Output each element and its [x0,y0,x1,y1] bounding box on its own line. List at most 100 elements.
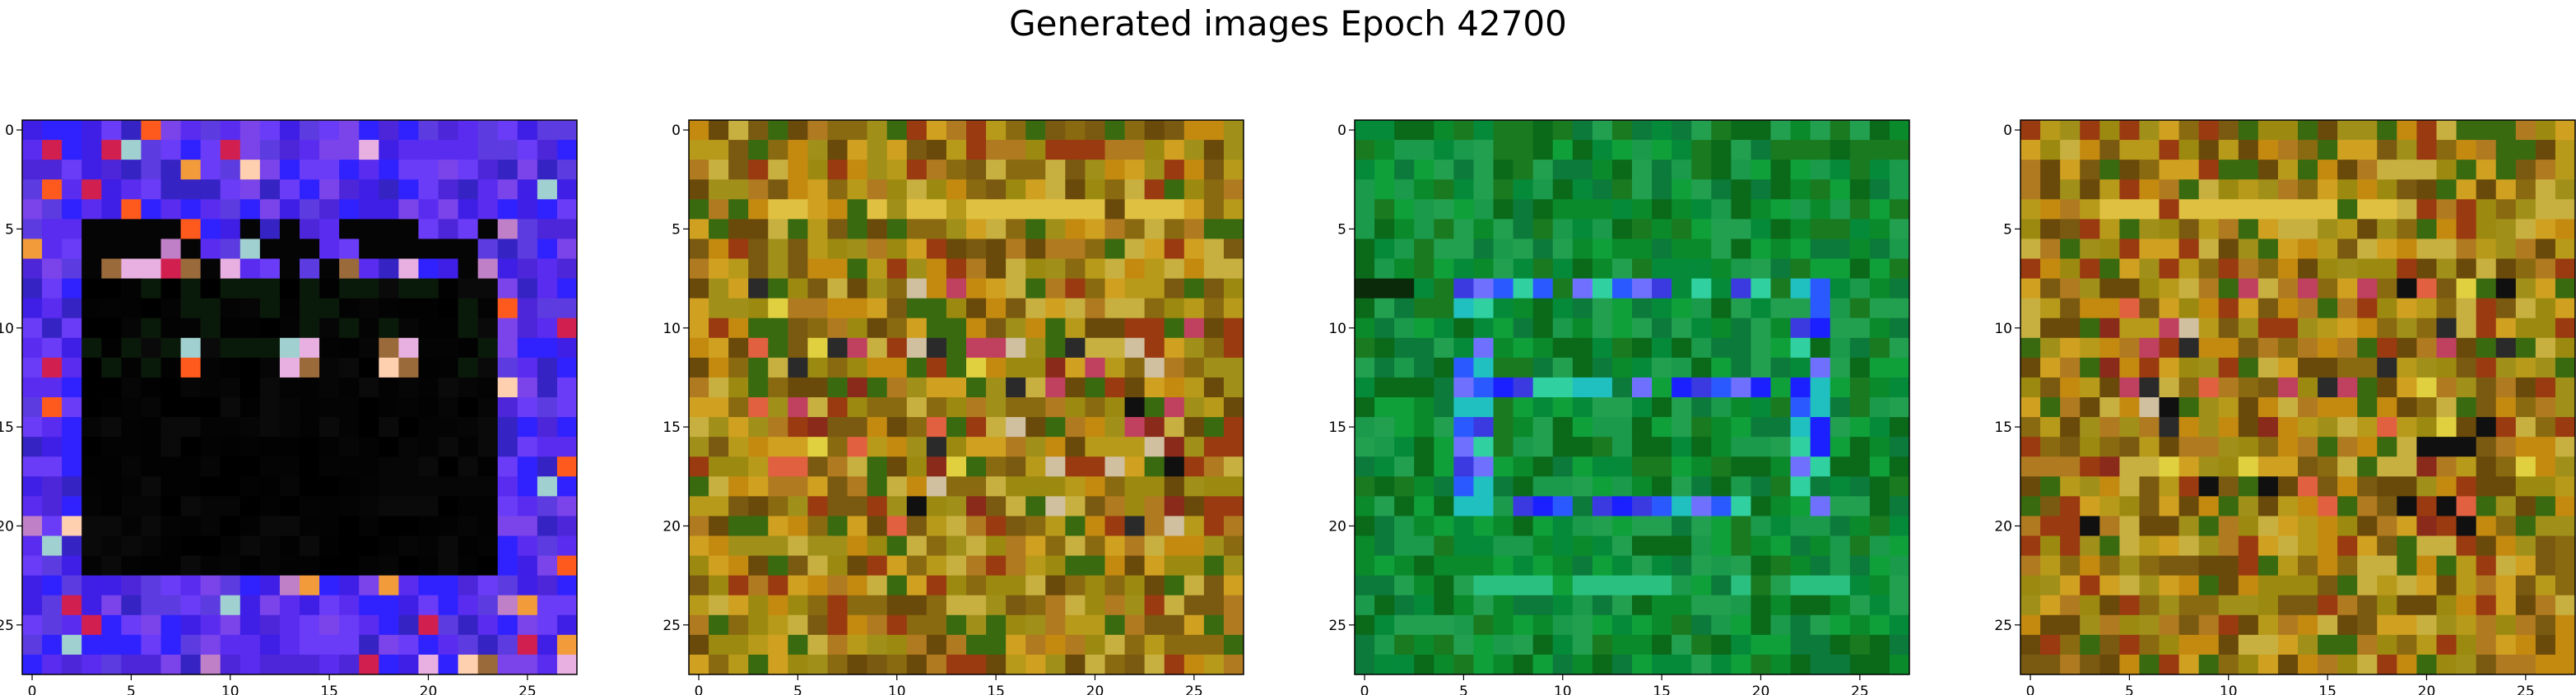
pixel-cell [1611,357,1633,378]
pixel-cell [1513,219,1534,239]
pixel-cell [2159,456,2179,477]
pixel-cell [1691,634,1712,656]
pixel-cell [2238,199,2259,220]
y-tick-label: 5 [5,221,14,238]
pixel-cell [2337,476,2358,497]
pixel-cell [259,417,281,438]
pixel-cell [42,377,63,398]
pixel-cell [946,614,967,636]
pixel-cell [689,278,709,299]
pixel-cell [2139,199,2160,220]
pixel-cell [1473,437,1494,457]
pixel-cell [1223,140,1244,160]
pixel-cell [1203,417,1225,438]
pixel-cell [2060,258,2081,279]
pixel-cell [1164,258,1185,279]
pixel-cell [1394,417,1415,438]
pixel-cell [807,437,828,457]
pixel-cell [728,140,749,160]
pixel-cell [1104,337,1125,359]
pixel-cell [379,535,399,556]
pixel-cell [1889,496,1910,517]
pixel-cell [1849,397,1871,418]
pixel-cell [1711,337,1732,359]
pixel-cell [300,595,320,616]
pixel-cell [1810,397,1831,418]
pixel-cell [1869,516,1890,536]
pixel-cell [2020,496,2041,517]
pixel-cell [2099,634,2120,656]
pixel-cell [886,555,908,577]
pixel-cell [1810,278,1831,299]
y-tick-label: 20 [1994,518,2012,535]
pixel-cell [1374,595,1395,616]
pixel-cell [886,654,908,675]
pixel-cell [1045,298,1066,319]
pixel-cell [279,120,300,141]
pixel-cell [1104,377,1125,398]
pixel-cell [2298,120,2318,141]
pixel-cell [497,239,518,259]
pixel-cell [2436,417,2457,438]
pixel-cell [1513,634,1534,656]
pixel-cell [418,278,439,299]
x-tick-label: 25 [1851,683,1869,695]
pixel-cell [2119,160,2140,180]
pixel-cell [2495,535,2517,556]
pixel-cell [22,357,43,378]
pixel-cell [1006,634,1026,656]
pixel-cell [1473,298,1494,319]
pixel-cell [728,575,749,596]
pixel-cell [200,654,221,675]
pixel-cell [1711,535,1732,556]
pixel-cell [418,160,439,180]
pixel-cell [1770,397,1791,418]
pixel-cell [1006,239,1026,259]
pixel-cell [748,654,769,675]
pixel-cell [2060,160,2081,180]
pixel-cell [1790,575,1811,596]
pixel-cell [1611,634,1633,656]
pixel-cell [1374,120,1395,141]
pixel-cell [709,317,729,339]
pixel-cell [1045,654,1066,675]
pixel-cell [1532,298,1554,319]
pixel-cell [556,634,578,656]
pixel-cell [1711,476,1732,497]
pixel-cell [1632,614,1653,636]
pixel-cell [379,575,399,596]
pixel-cell [2139,239,2160,259]
pixel-cell [180,397,202,418]
pixel-cell [22,476,43,497]
pixel-cell [1869,140,1890,160]
pixel-cell [1751,516,1771,536]
pixel-cell [946,575,967,596]
pixel-cell [319,199,340,220]
pixel-cell [689,437,709,457]
pixel-cell [458,456,479,477]
pixel-cell [847,239,868,259]
pixel-cell [339,278,360,299]
pixel-cell [1006,555,1026,577]
pixel-cell [1355,179,1375,200]
pixel-cell [1085,516,1105,536]
pixel-cell [2238,417,2259,438]
pixel-cell [748,298,769,319]
pixel-cell [1223,496,1244,517]
pixel-cell [2476,476,2497,497]
pixel-cell [2040,160,2061,180]
pixel-cell [458,278,479,299]
pixel-cell [121,357,142,378]
pixel-cell [121,417,142,438]
pixel-cell [180,120,202,141]
pixel-cell [1374,437,1395,457]
pixel-cell [1830,258,1851,279]
pixel-cell [986,219,1007,239]
pixel-cell [121,516,142,536]
pixel-cell [1045,535,1066,556]
pixel-cell [517,575,538,596]
pixel-cell [2080,614,2100,636]
pixel-grid [2020,120,2576,675]
pixel-cell [160,278,181,299]
